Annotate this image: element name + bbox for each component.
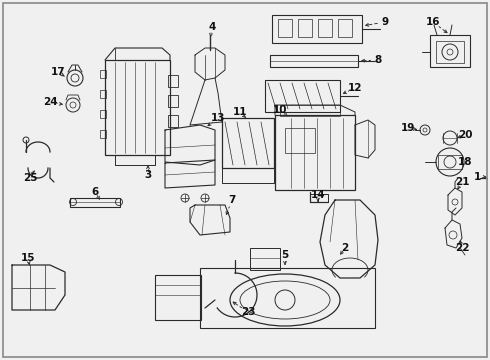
Bar: [200, 268, 375, 328]
Text: 11: 11: [233, 107, 247, 117]
Text: 9: 9: [381, 17, 389, 27]
Bar: [100, 130, 106, 138]
Bar: [105, 60, 170, 155]
Text: 7: 7: [228, 195, 236, 205]
Bar: [100, 70, 106, 78]
Bar: [318, 19, 332, 37]
Bar: [168, 95, 178, 107]
Bar: [338, 19, 352, 37]
Text: 13: 13: [211, 113, 225, 123]
Bar: [430, 35, 470, 67]
Bar: [155, 275, 201, 320]
Bar: [168, 115, 178, 127]
Text: 14: 14: [311, 190, 325, 200]
Text: 16: 16: [426, 17, 440, 27]
Bar: [438, 155, 462, 169]
Text: 17: 17: [50, 67, 65, 77]
Text: 19: 19: [401, 123, 415, 133]
Text: 22: 22: [455, 243, 469, 253]
Text: 10: 10: [273, 105, 287, 115]
Bar: [298, 19, 312, 37]
Bar: [272, 15, 362, 43]
Bar: [70, 198, 120, 207]
Text: 5: 5: [281, 250, 289, 260]
Text: 18: 18: [458, 157, 472, 167]
Bar: [265, 80, 340, 112]
Text: 4: 4: [208, 22, 216, 32]
Text: 2: 2: [342, 243, 348, 253]
Bar: [100, 110, 106, 118]
Text: 15: 15: [21, 253, 35, 263]
Bar: [275, 115, 355, 190]
Text: 1: 1: [473, 172, 481, 182]
Bar: [285, 128, 315, 153]
Bar: [278, 19, 292, 37]
Bar: [222, 168, 274, 183]
Text: 24: 24: [43, 97, 57, 107]
Bar: [168, 75, 178, 87]
Text: 6: 6: [91, 187, 98, 197]
Bar: [280, 105, 340, 116]
Bar: [310, 194, 328, 202]
Text: 8: 8: [374, 55, 382, 65]
Text: 21: 21: [455, 177, 469, 187]
Bar: [222, 118, 274, 168]
Text: 12: 12: [348, 83, 362, 93]
Bar: [250, 248, 280, 270]
Text: 25: 25: [23, 173, 37, 183]
Bar: [436, 41, 464, 63]
Text: 20: 20: [458, 130, 472, 140]
Bar: [270, 55, 358, 67]
Text: 3: 3: [145, 170, 151, 180]
Text: 23: 23: [241, 307, 255, 317]
Bar: [100, 90, 106, 98]
